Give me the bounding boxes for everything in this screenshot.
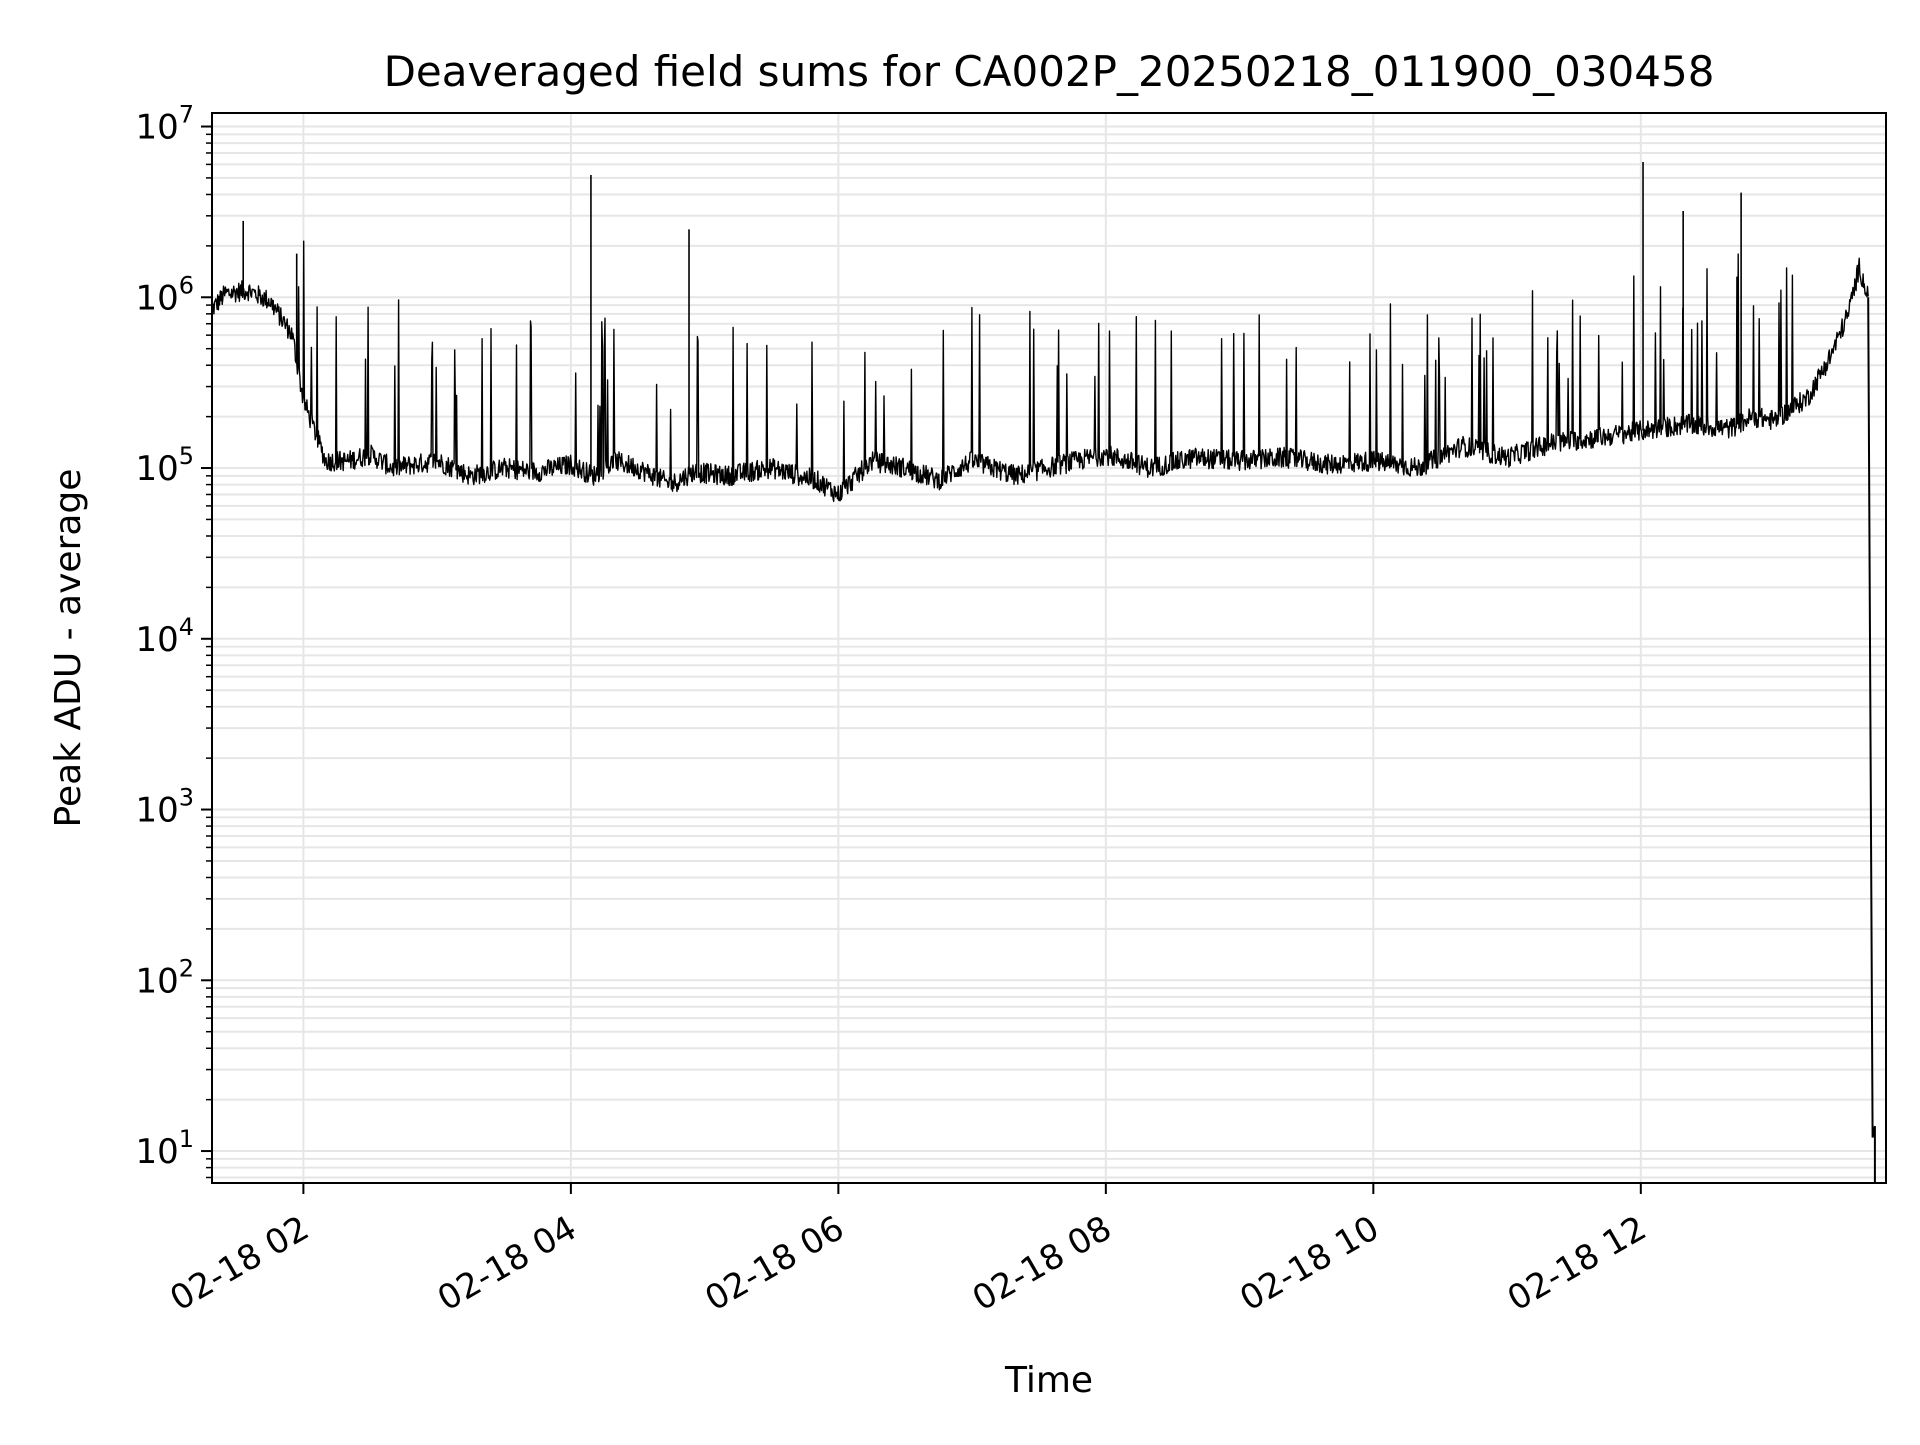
y-axis-label: Peak ADU - average — [48, 469, 89, 828]
y-tick-label: 102 — [135, 954, 194, 1001]
x-axis-label: Time — [1004, 1360, 1093, 1401]
series-final-drop — [1867, 297, 1876, 1183]
y-tick-label: 101 — [135, 1125, 194, 1172]
y-tick-label: 104 — [135, 613, 194, 660]
y-tick-label: 103 — [135, 784, 194, 831]
grid-lines — [212, 113, 1886, 1183]
y-tick-label: 107 — [135, 101, 194, 148]
y-tick-label: 105 — [135, 442, 194, 489]
data-series — [211, 161, 1876, 1183]
chart-title: Deaveraged field sums for CA002P_2025021… — [384, 47, 1715, 96]
y-tick-label: 106 — [135, 271, 194, 318]
series-line — [211, 240, 1869, 503]
plot-area-frame — [211, 112, 1887, 1184]
